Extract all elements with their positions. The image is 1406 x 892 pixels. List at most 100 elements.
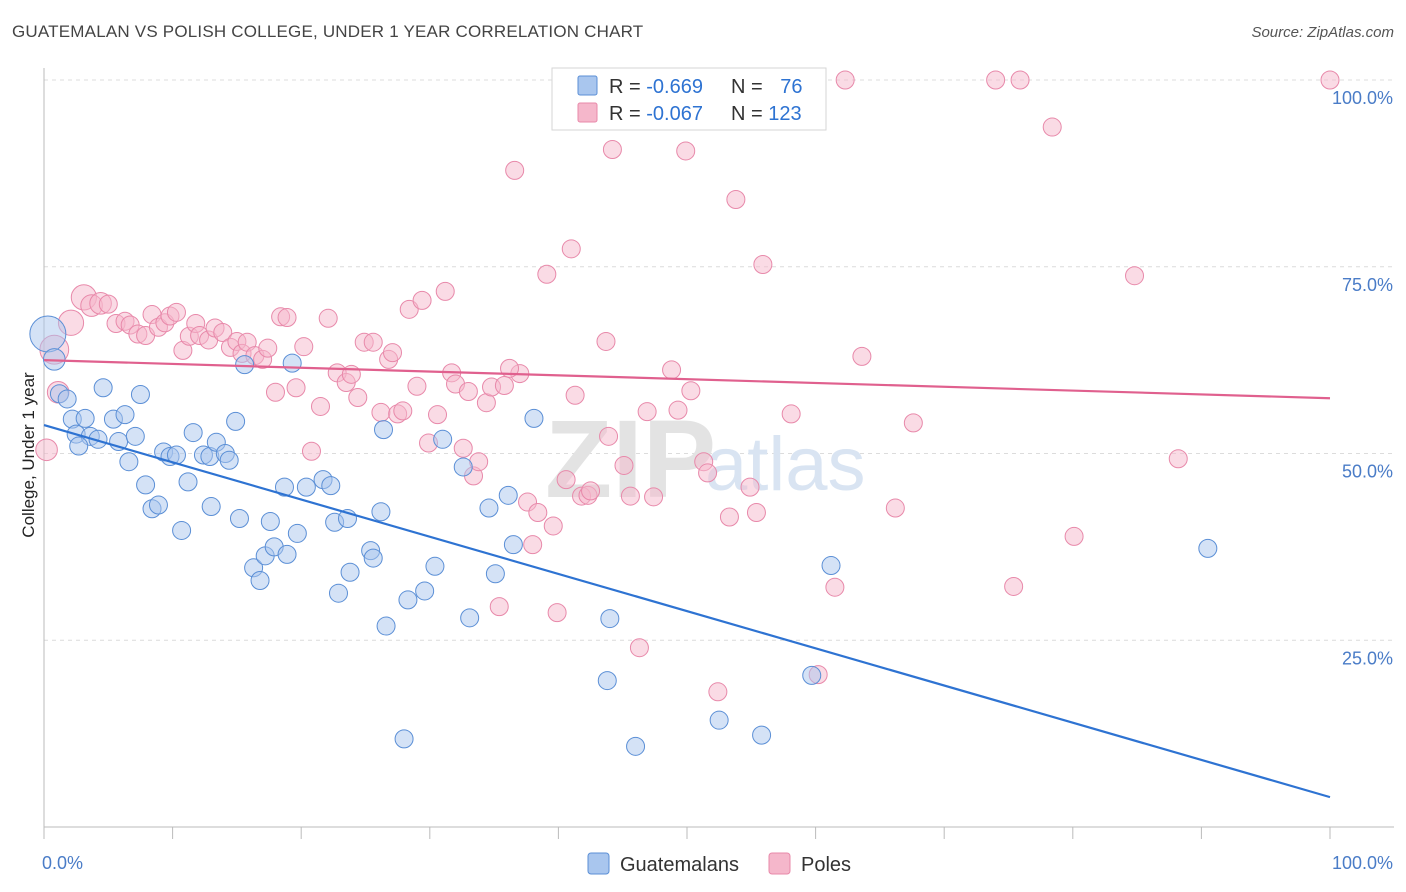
point-guatemalans (219, 450, 239, 470)
point-poles (1004, 576, 1024, 596)
legend-row-poles: R = -0.067 (609, 103, 703, 125)
point-poles (581, 481, 601, 501)
legend-swatch-guatemalans (577, 75, 598, 96)
point-guatemalans (821, 556, 841, 576)
point-guatemalans (503, 535, 523, 555)
point-guatemalans (1198, 538, 1218, 558)
point-poles (412, 290, 432, 310)
point-guatemalans (172, 520, 192, 540)
point-guatemalans (376, 616, 396, 636)
point-guatemalans (709, 710, 729, 730)
point-guatemalans (69, 436, 89, 456)
point-guatemalans (394, 729, 414, 749)
trend-line-poles (43, 359, 1331, 400)
point-guatemalans (524, 408, 544, 428)
point-guatemalans (178, 472, 198, 492)
point-poles (383, 343, 403, 363)
point-poles (620, 486, 640, 506)
legend-n-label: N = (731, 76, 768, 98)
point-poles (435, 281, 455, 301)
y-axis-label: College, Under 1 year (19, 372, 38, 538)
legend-n-label: N = (731, 103, 768, 125)
point-guatemalans (282, 353, 302, 373)
legend-top-box (551, 67, 827, 131)
point-guatemalans (485, 564, 505, 584)
legend-row-guatemalans: R = -0.669 (609, 76, 703, 98)
point-poles (726, 190, 746, 210)
point-poles (393, 401, 413, 421)
point-guatemalans (415, 581, 435, 601)
point-guatemalans (340, 562, 360, 582)
point-guatemalans (433, 429, 453, 449)
point-guatemalans (802, 665, 822, 685)
point-poles (599, 426, 619, 446)
point-poles (537, 264, 557, 284)
point-guatemalans (115, 405, 135, 425)
legend-bottom-label-poles: Poles (801, 854, 851, 876)
point-poles (662, 360, 682, 380)
point-poles (1125, 266, 1145, 286)
point-poles (166, 302, 186, 322)
point-poles (494, 376, 514, 396)
point-poles (637, 402, 657, 422)
point-poles (668, 400, 688, 420)
point-guatemalans (235, 355, 255, 375)
point-poles (294, 337, 314, 357)
point-poles (458, 381, 478, 401)
point-poles (98, 294, 118, 314)
point-poles (523, 535, 543, 555)
trend-lines (43, 359, 1331, 799)
watermark-atlas: atlas (705, 422, 866, 507)
point-poles (719, 507, 739, 527)
point-guatemalans (371, 502, 391, 522)
point-poles (903, 413, 923, 433)
point-poles (543, 516, 563, 536)
point-poles (561, 239, 581, 259)
point-poles (986, 70, 1006, 90)
point-poles (1168, 449, 1188, 469)
point-guatemalans (119, 452, 139, 472)
point-poles (629, 638, 649, 658)
point-poles (407, 376, 427, 396)
tick-labels: 25.0% 50.0% 75.0% 100.0% 0.0% 100.0% (42, 88, 1393, 873)
point-poles (746, 503, 766, 523)
point-guatemalans (287, 523, 307, 543)
point-poles (489, 597, 509, 617)
legend-n-value: 123 (768, 103, 801, 125)
point-guatemalans (88, 429, 108, 449)
point-guatemalans (479, 498, 499, 518)
point-guatemalans (57, 389, 77, 409)
point-guatemalans (374, 420, 394, 440)
point-poles (676, 141, 696, 161)
point-poles (681, 381, 701, 401)
point-guatemalans (229, 508, 249, 528)
point-poles (602, 139, 622, 159)
y-tick-label: 25.0% (1342, 648, 1393, 668)
point-poles (505, 160, 525, 180)
x-tick-label: 0.0% (42, 853, 83, 873)
point-guatemalans (183, 423, 203, 443)
legend-r-value: -0.669 (646, 76, 703, 98)
point-poles (318, 308, 338, 328)
point-poles (740, 477, 760, 497)
point-guatemalans (260, 511, 280, 531)
point-poles (1042, 117, 1062, 137)
legend-bottom: Guatemalans Poles (587, 852, 851, 876)
point-poles (852, 346, 872, 366)
legend-swatch-poles (577, 102, 598, 123)
point-guatemalans (398, 590, 418, 610)
point-guatemalans (130, 384, 150, 404)
legend-n-poles: N = 123 (731, 103, 802, 125)
point-guatemalans (148, 495, 168, 515)
legend-r-value: -0.067 (646, 103, 703, 125)
point-poles (258, 338, 278, 358)
point-guatemalans (75, 408, 95, 428)
point-poles (781, 404, 801, 424)
point-guatemalans (363, 548, 383, 568)
chart-source: Source: ZipAtlas.com (1251, 24, 1394, 41)
point-guatemalans (600, 609, 620, 629)
legend-n-guatemalans: N = 76 (731, 76, 803, 98)
point-poles (286, 378, 306, 398)
point-poles (644, 487, 664, 507)
point-guatemalans (296, 477, 316, 497)
